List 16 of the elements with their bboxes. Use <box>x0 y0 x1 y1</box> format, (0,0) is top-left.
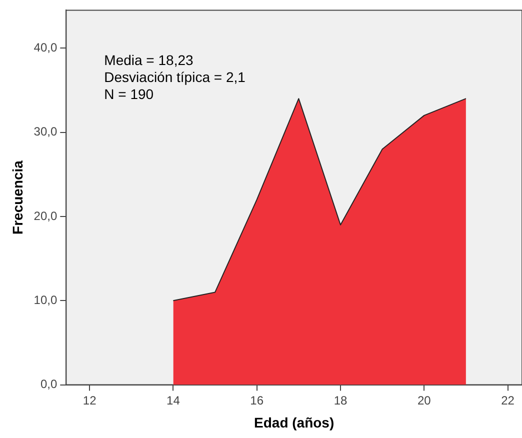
annotation: N = 190 <box>104 86 154 102</box>
y-tick-label: 30,0 <box>34 124 58 139</box>
y-tick-label: 10,0 <box>34 292 58 307</box>
x-tick-label: 22 <box>501 393 515 408</box>
x-tick-label: 20 <box>417 393 432 408</box>
x-tick-label: 12 <box>82 393 97 408</box>
x-tick-label: 18 <box>334 393 348 408</box>
annotation: Desviación típica = 2,1 <box>104 69 246 86</box>
x-tick-label: 16 <box>250 393 264 408</box>
x-axis-title: Edad (años) <box>254 414 334 430</box>
y-axis-title: Frecuencia <box>9 160 26 234</box>
y-tick-label: 20,0 <box>34 208 58 223</box>
annotation: Media = 18,23 <box>104 52 194 68</box>
y-tick-label: 0,0 <box>40 377 58 392</box>
x-tick-label: 14 <box>166 393 180 408</box>
y-tick-label: 40,0 <box>34 40 58 54</box>
